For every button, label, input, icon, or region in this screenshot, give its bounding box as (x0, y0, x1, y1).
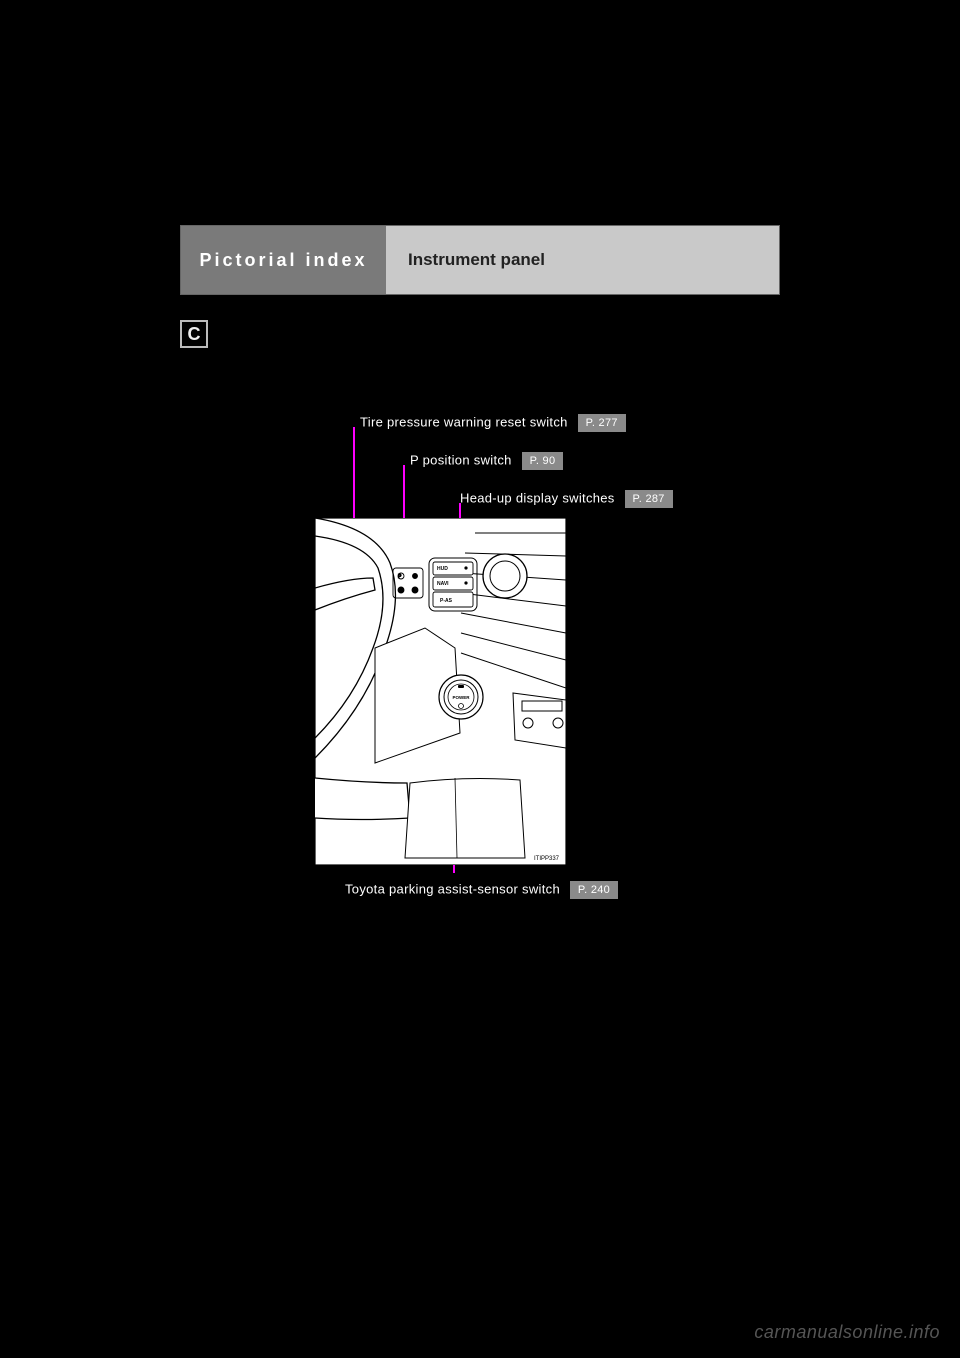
callout-label: Tire pressure warning reset switch (360, 414, 568, 429)
page-content: Pictorial index Instrument panel (180, 225, 780, 295)
header-left-label: Pictorial index (181, 226, 386, 294)
svg-text:POWER: POWER (452, 695, 470, 700)
page-ref: P. 287 (625, 490, 673, 508)
page-ref: P. 90 (522, 452, 564, 470)
callout-hud-switches: Head-up display switches P. 287 (460, 490, 673, 508)
callout-tire-pressure: Tire pressure warning reset switch P. 27… (360, 414, 626, 432)
header-bar: Pictorial index Instrument panel (180, 225, 780, 295)
callout-parking-assist: Toyota parking assist-sensor switch P. 2… (345, 881, 618, 899)
section-badge: C (180, 320, 208, 348)
illustration-code: ITIPP337 (534, 856, 560, 862)
page-ref: P. 240 (570, 881, 618, 899)
watermark: carmanualsonline.info (754, 1322, 940, 1343)
illustration: HUD NAVI P-AS P (315, 518, 566, 865)
svg-text:HUD: HUD (437, 566, 448, 572)
svg-text:P-AS: P-AS (440, 598, 453, 604)
callout-label: Head-up display switches (460, 490, 615, 505)
callout-p-position: P position switch P. 90 (410, 452, 563, 470)
svg-text:NAVI: NAVI (437, 581, 449, 587)
instrument-panel-svg: HUD NAVI P-AS P (315, 518, 566, 865)
page-ref: P. 277 (578, 414, 626, 432)
callout-label: P position switch (410, 452, 512, 467)
header-right-label: Instrument panel (386, 226, 779, 294)
callout-label: Toyota parking assist-sensor switch (345, 881, 560, 896)
